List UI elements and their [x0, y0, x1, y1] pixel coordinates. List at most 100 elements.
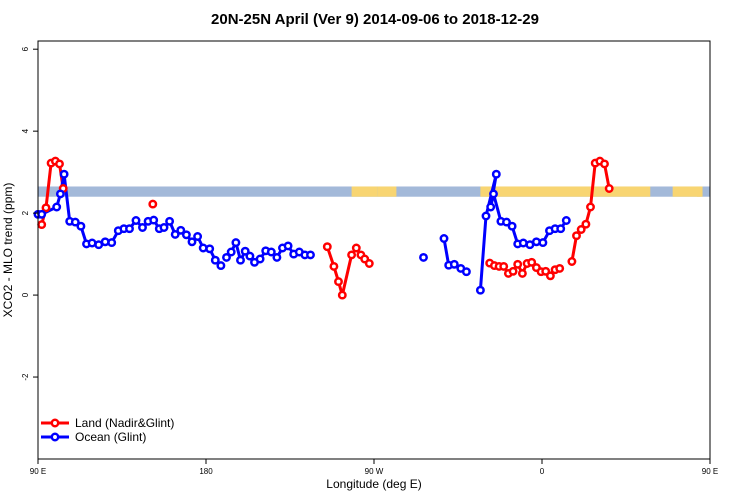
data-point-land: [555, 263, 565, 273]
data-point-ocean: [231, 238, 241, 248]
data-point-ocean: [489, 189, 498, 199]
y-tick-label: 6: [21, 46, 30, 51]
data-point-ocean: [176, 225, 186, 235]
band-land: [696, 186, 703, 197]
data-point-ocean: [37, 209, 47, 219]
legend-marker-land: [50, 418, 60, 428]
data-point-land: [499, 261, 509, 271]
data-point-land: [545, 271, 555, 281]
data-point-ocean: [170, 229, 180, 239]
data-point-land: [351, 243, 361, 253]
data-point-ocean: [193, 232, 203, 241]
data-point-ocean: [149, 215, 159, 225]
data-point-ocean: [439, 234, 449, 243]
data-point-ocean: [306, 250, 315, 260]
data-point-ocean: [107, 238, 117, 248]
data-point-ocean: [283, 241, 293, 251]
data-point-land: [334, 277, 343, 287]
data-point-land: [55, 159, 64, 169]
data-point-ocean: [210, 255, 220, 265]
legend-marker-ocean: [50, 432, 60, 442]
data-point-land: [508, 266, 518, 276]
y-tick-label: 2: [21, 210, 30, 215]
band-land: [377, 186, 397, 197]
x-axis-label: Longitude (deg E): [326, 477, 421, 491]
data-point-land: [567, 257, 577, 266]
data-point-land: [37, 220, 47, 230]
data-point-ocean: [272, 252, 282, 262]
chart-title: 20N-25N April (Ver 9) 2014-09-06 to 2018…: [211, 11, 539, 28]
x-tick-label: 180: [199, 467, 213, 476]
data-point-land: [604, 184, 614, 193]
data-point-land: [148, 199, 158, 209]
data-point-land: [364, 259, 374, 268]
data-point-ocean: [55, 189, 65, 199]
y-tick-label: -2: [21, 373, 30, 381]
data-point-land: [322, 242, 332, 252]
data-point-ocean: [76, 221, 86, 231]
band-land: [351, 186, 378, 197]
data-point-land: [517, 268, 527, 278]
data-point-ocean: [205, 244, 215, 254]
data-point-ocean: [556, 224, 566, 234]
y-tick-label: 0: [21, 292, 30, 297]
y-axis: -2 0 2 4 6: [21, 46, 38, 381]
data-point-ocean: [138, 223, 147, 232]
data-point-land: [41, 203, 51, 213]
data-point-ocean: [240, 246, 250, 256]
data-point-land: [576, 225, 586, 234]
y-axis-label: XCO2 - MLO trend (ppm): [1, 183, 15, 318]
data-point-ocean: [266, 247, 276, 257]
data-point-ocean: [245, 251, 255, 261]
data-point-ocean: [187, 237, 197, 247]
data-point-ocean: [222, 252, 231, 262]
data-point-ocean: [419, 252, 428, 262]
data-point-ocean: [561, 216, 571, 225]
data-point-land: [600, 159, 609, 169]
legend: Land (Nadir&Glint)Ocean (Glint): [41, 416, 174, 444]
band-land: [672, 186, 701, 197]
data-point-land: [337, 290, 347, 300]
data-point-ocean: [255, 254, 265, 264]
data-point-ocean: [449, 259, 459, 269]
series-points: [33, 156, 614, 300]
data-point-ocean: [236, 255, 245, 265]
data-point-land: [572, 231, 581, 241]
x-tick-label: 90 W: [365, 467, 384, 476]
data-point-land: [581, 219, 591, 229]
data-point-ocean: [502, 217, 511, 227]
data-point-ocean: [159, 223, 169, 232]
data-point-ocean: [125, 224, 134, 234]
data-point-ocean: [131, 216, 141, 225]
x-axis: 90 E 180 90 W 0 90 E: [30, 459, 718, 476]
map-band: [38, 186, 710, 197]
x-tick-label: 0: [540, 467, 545, 476]
data-point-ocean: [216, 261, 226, 271]
data-point-land: [586, 202, 595, 212]
data-point-ocean: [486, 202, 496, 212]
data-point-ocean: [59, 169, 69, 179]
data-point-ocean: [481, 211, 491, 221]
data-point-land: [513, 259, 523, 269]
data-point-ocean: [165, 216, 175, 226]
data-point-ocean: [491, 169, 501, 179]
legend-label-ocean: Ocean (Glint): [75, 430, 146, 444]
x-tick-label: 90 E: [30, 467, 46, 476]
data-point-ocean: [226, 247, 236, 257]
y-tick-label: 4: [21, 128, 30, 133]
data-point-ocean: [70, 217, 80, 227]
x-tick-label: 90 E: [702, 467, 718, 476]
legend-label-land: Land (Nadir&Glint): [75, 416, 174, 430]
data-point-ocean: [507, 221, 517, 231]
data-point-land: [329, 261, 339, 271]
data-point-land: [527, 257, 537, 267]
data-point-ocean: [52, 202, 62, 212]
data-point-ocean: [461, 267, 471, 277]
band-land: [480, 186, 651, 197]
data-point-land: [347, 250, 357, 260]
plot-frame: [37, 40, 711, 460]
data-point-ocean: [181, 230, 191, 240]
data-point-ocean: [538, 238, 548, 248]
data-point-ocean: [475, 285, 485, 295]
